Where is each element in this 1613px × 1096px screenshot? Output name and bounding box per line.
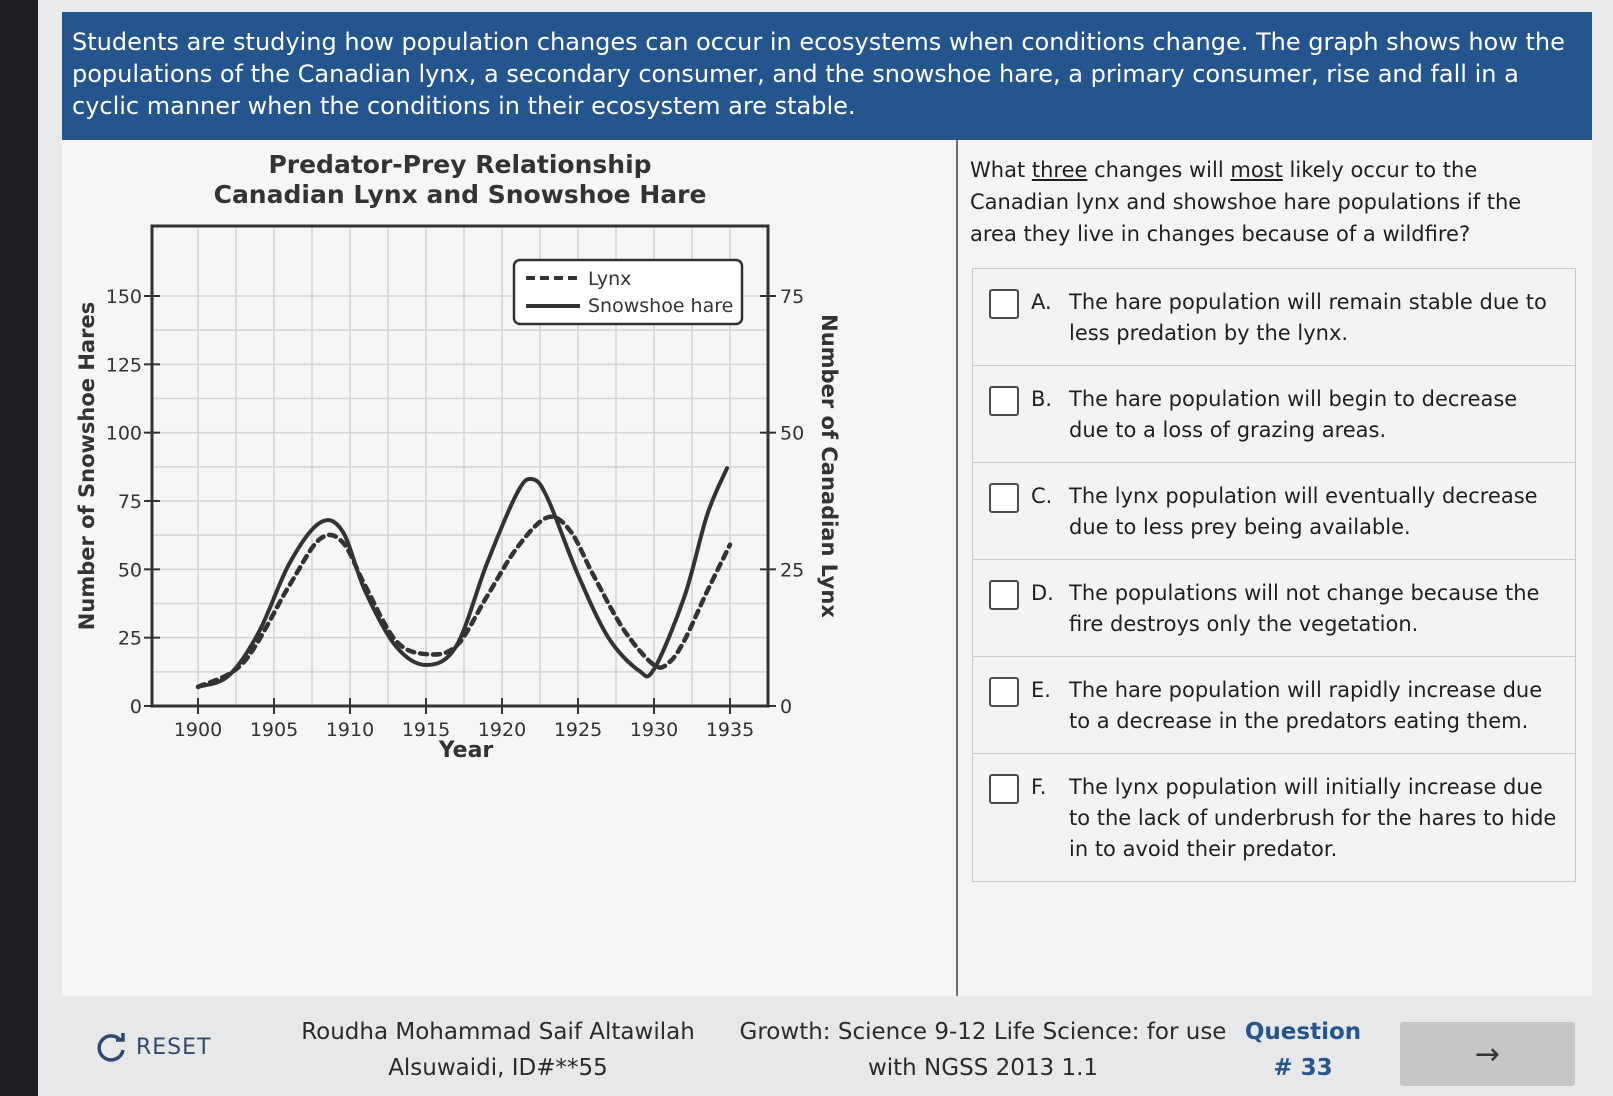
option-d-checkbox[interactable] xyxy=(989,580,1019,610)
y-tick-label-right: 50 xyxy=(780,423,804,445)
x-tick-label: 1915 xyxy=(402,719,450,741)
option-f[interactable]: F. The lynx population will initially in… xyxy=(973,754,1575,881)
course-line-1: Growth: Science 9-12 Life Science: for u… xyxy=(739,1019,1227,1045)
x-tick-label: 1935 xyxy=(706,719,754,741)
question-content: Predator-Prey Relationship Canadian Lynx… xyxy=(62,140,1592,996)
option-e-letter: E. xyxy=(1031,678,1051,702)
option-a-letter: A. xyxy=(1031,290,1052,314)
y-tick-label-left: 0 xyxy=(130,696,142,718)
y-tick-label-right: 25 xyxy=(780,559,804,581)
x-tick-label: 1925 xyxy=(554,719,602,741)
chart-pane: Predator-Prey Relationship Canadian Lynx… xyxy=(62,140,958,996)
option-a-checkbox[interactable] xyxy=(989,289,1019,319)
series-line-lynx xyxy=(195,514,733,690)
series-line-snowshoe-hare xyxy=(196,466,729,689)
student-name: Roudha Mohammad Saif Altawilah xyxy=(301,1019,695,1045)
option-c-checkbox[interactable] xyxy=(989,483,1019,513)
question-number-label: Question xyxy=(1244,1019,1362,1045)
question-prompt: What three changes will most likely occu… xyxy=(970,154,1570,250)
y-tick-label-left: 75 xyxy=(118,491,142,513)
x-tick-label: 1900 xyxy=(174,719,222,741)
chart-grid xyxy=(152,226,768,707)
x-axis-label: Year xyxy=(438,738,494,763)
course-line-2: with NGSS 2013 1.1 xyxy=(867,1055,1099,1081)
option-a[interactable]: A. The hare population will remain stabl… xyxy=(973,269,1575,366)
y-axis-label-left: Number of Snowshoe Hares xyxy=(75,302,99,630)
y-tick-label-left: 125 xyxy=(106,354,142,376)
axis-ticks: 1900 1905 1910 1915 1920 1925 1930 1935 0 25 50 75 1… xyxy=(106,286,804,741)
question-number: Question # 33 xyxy=(1238,1014,1368,1086)
course-info: Growth: Science 9-12 Life Science: for u… xyxy=(738,1014,1228,1086)
y-tick-label-left: 150 xyxy=(106,286,142,308)
legend-hare-label: Snowshoe hare xyxy=(588,295,733,317)
student-info: Roudha Mohammad Saif Altawilah Alsuwaidi… xyxy=(288,1014,708,1086)
option-f-text: The lynx population will initially incre… xyxy=(1069,775,1557,861)
y-tick-label-left: 25 xyxy=(118,628,142,650)
refresh-icon xyxy=(97,1033,125,1062)
option-b-letter: B. xyxy=(1031,387,1053,411)
question-text-1: What xyxy=(970,158,1032,182)
x-tick-label: 1905 xyxy=(250,719,298,741)
option-c-text: The lynx population will eventually decr… xyxy=(1069,484,1538,539)
y-tick-label-right: 75 xyxy=(780,286,804,308)
footer-bar: RESET Roudha Mohammad Saif Altawilah Als… xyxy=(38,1000,1613,1096)
option-c[interactable]: C. The lynx population will eventually d… xyxy=(973,463,1575,560)
plot-frame xyxy=(150,224,770,708)
chart-subtitle: Canadian Lynx and Snowshoe Hare xyxy=(214,180,707,209)
question-text-2: changes will xyxy=(1087,158,1231,182)
reset-button[interactable]: RESET xyxy=(94,1030,212,1064)
chart-title: Predator-Prey Relationship xyxy=(268,150,651,179)
option-c-letter: C. xyxy=(1031,484,1053,508)
student-id: Alsuwaidi, ID#**55 xyxy=(388,1055,608,1081)
option-d-letter: D. xyxy=(1031,581,1054,605)
option-b-text: The hare population will begin to decrea… xyxy=(1069,387,1518,442)
question-emphasis-most: most xyxy=(1230,158,1283,182)
next-button[interactable]: → xyxy=(1400,1022,1575,1086)
option-b[interactable]: B. The hare population will begin to dec… xyxy=(973,366,1575,463)
option-b-checkbox[interactable] xyxy=(989,386,1019,416)
option-d-text: The populations will not change because … xyxy=(1069,581,1540,636)
y-tick-label-left: 50 xyxy=(118,559,142,581)
x-tick-label: 1910 xyxy=(326,719,374,741)
x-tick-label: 1930 xyxy=(630,719,678,741)
chart-series xyxy=(195,466,733,690)
chart-legend: Lynx Snowshoe hare xyxy=(512,258,744,326)
option-e-text: The hare population will rapidly increas… xyxy=(1069,678,1543,733)
option-a-text: The hare population will remain stable d… xyxy=(1069,290,1547,345)
question-number-value: # 33 xyxy=(1273,1055,1333,1081)
answer-options: A. The hare population will remain stabl… xyxy=(972,268,1576,882)
answer-pane: What three changes will most likely occu… xyxy=(960,140,1592,996)
y-tick-label-left: 100 xyxy=(106,423,142,445)
arrow-right-icon: → xyxy=(1474,1036,1501,1072)
option-d[interactable]: D. The populations will not change becau… xyxy=(973,560,1575,657)
option-f-letter: F. xyxy=(1031,775,1047,799)
option-e-checkbox[interactable] xyxy=(989,677,1019,707)
y-axis-label-right: Number of Canadian Lynx xyxy=(817,314,841,618)
question-emphasis-three: three xyxy=(1031,158,1088,182)
predator-prey-chart: Predator-Prey Relationship Canadian Lynx… xyxy=(75,150,841,763)
question-stimulus-banner: Students are studying how population cha… xyxy=(62,12,1592,140)
legend-lynx-label: Lynx xyxy=(588,268,631,290)
reset-label: RESET xyxy=(136,1034,212,1060)
option-e[interactable]: E. The hare population will rapidly incr… xyxy=(973,657,1575,754)
x-tick-label: 1920 xyxy=(478,719,526,741)
y-tick-label-right: 0 xyxy=(780,696,792,718)
option-f-checkbox[interactable] xyxy=(989,774,1019,804)
stimulus-text: Students are studying how population cha… xyxy=(72,28,1565,120)
question-text-3: likely occur to the Canadian lynx and sh… xyxy=(970,158,1522,246)
